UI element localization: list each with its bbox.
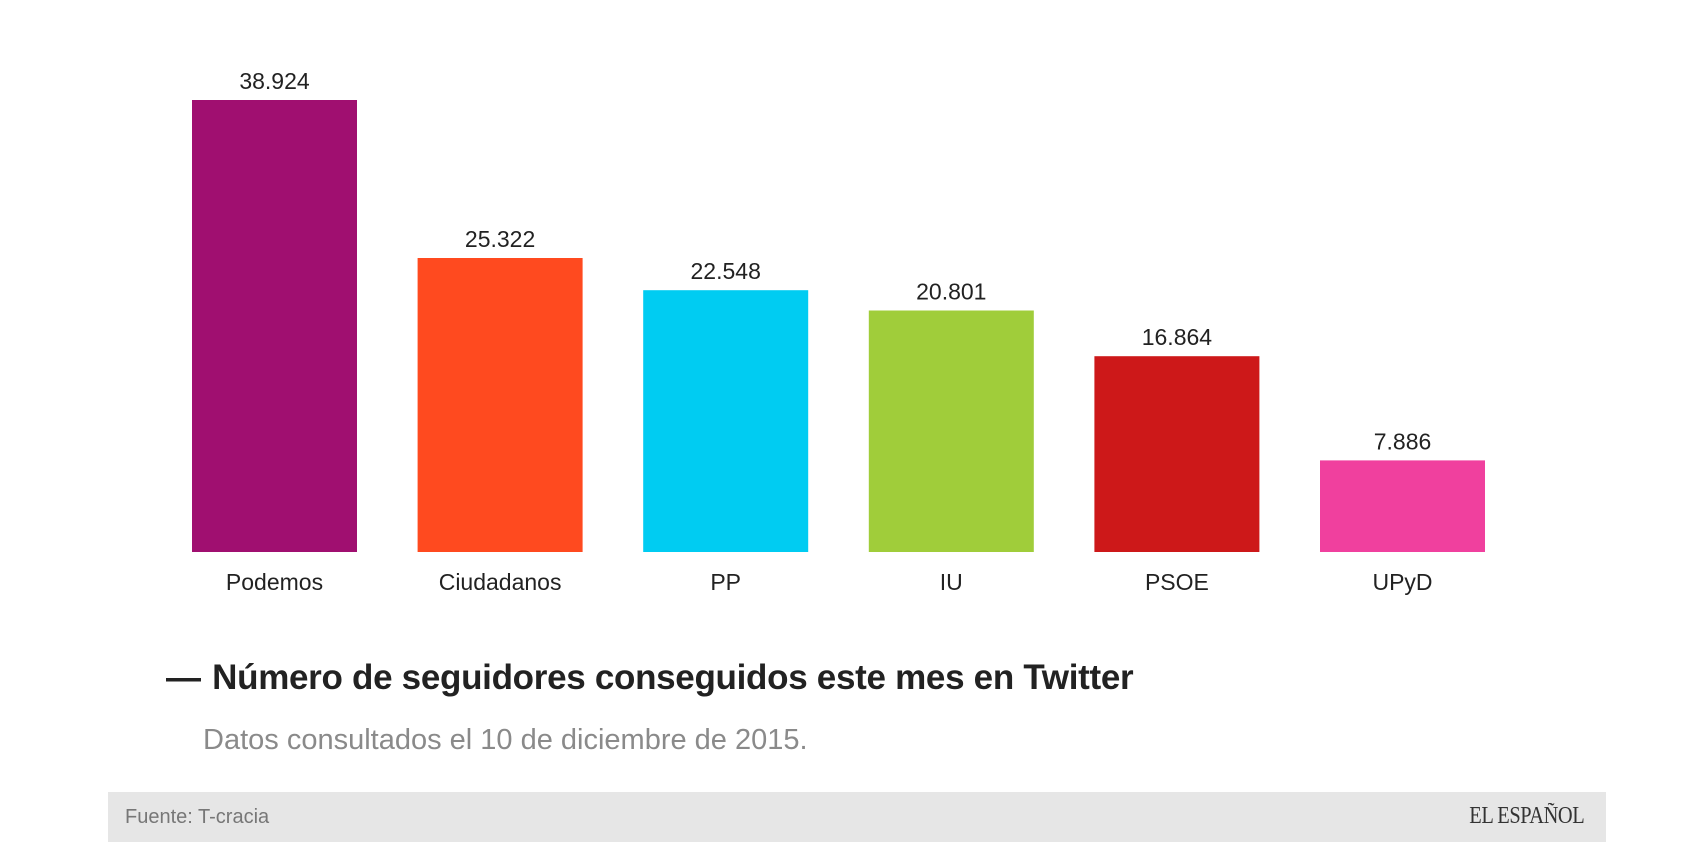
value-label-ciudadanos: 25.322 [465, 226, 535, 252]
category-label-psoe: PSOE [1145, 569, 1209, 595]
value-label-psoe: 16.864 [1142, 324, 1213, 350]
value-labels-group: 38.924 25.322 22.548 20.801 16.864 7.886 [239, 68, 1431, 454]
bar-iu [868, 310, 1034, 552]
chart-subtitle: Datos consultados el 10 de diciembre de … [203, 724, 808, 756]
bar-podemos [192, 100, 357, 552]
source-text: Fuente: T-cracia [125, 806, 270, 828]
chart-title: — Número de seguidores conseguidos este … [166, 658, 1134, 698]
category-label-pp: PP [710, 569, 741, 595]
category-label-iu: IU [940, 569, 963, 595]
category-label-upyd: UPyD [1372, 569, 1432, 595]
category-label-ciudadanos: Ciudadanos [439, 569, 562, 595]
chart-title-text: Número de seguidores conseguidos este me… [212, 658, 1134, 697]
bars-group [192, 100, 1485, 552]
bar-pp [643, 290, 809, 552]
bar-upyd [1320, 460, 1485, 552]
bar-ciudadanos [417, 258, 583, 552]
footer-bar: Fuente: T-cracia EL ESPAÑOL [108, 792, 1606, 842]
value-label-podemos: 38.924 [239, 68, 310, 94]
category-labels-group: Podemos Ciudadanos PP IU PSOE UPyD [226, 569, 1433, 595]
bar-psoe [1094, 356, 1260, 552]
value-label-pp: 22.548 [691, 258, 761, 284]
el-espanol-logo: EL ESPAÑOL [1469, 803, 1584, 829]
category-label-podemos: Podemos [226, 569, 323, 595]
value-label-upyd: 7.886 [1374, 428, 1432, 454]
value-label-iu: 20.801 [916, 279, 986, 305]
bar-chart: 38.924 25.322 22.548 20.801 16.864 7.886 Pode… [192, 68, 1485, 595]
title-dash: — [166, 658, 201, 697]
